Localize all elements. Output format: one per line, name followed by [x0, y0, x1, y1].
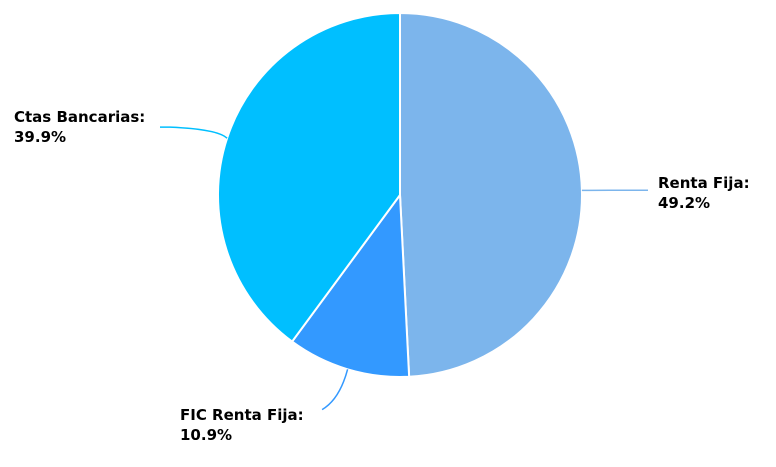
data-label-name-fic-renta-fija: FIC Renta Fija:: [180, 406, 304, 424]
data-label-value-ctas-bancarias: 39.9%: [14, 128, 66, 146]
data-labels: Renta Fija: 49.2% FIC Renta Fija: 10.9% Ctas…: [14, 108, 750, 444]
data-label-value-renta-fija: 49.2%: [658, 194, 710, 212]
data-label-name-renta-fija: Renta Fija:: [658, 174, 750, 192]
data-label-name-ctas-bancarias: Ctas Bancarias:: [14, 108, 145, 126]
connector-fic-renta-fija: [321, 369, 349, 411]
label-connectors: [160, 126, 648, 411]
connector-ctas-bancarias: [160, 126, 228, 139]
data-label-value-fic-renta-fija: 10.9%: [180, 426, 232, 444]
pie-slice-renta-fija[interactable]: [399, 11, 583, 378]
pie-slice-ctas-bancarias[interactable]: [217, 11, 401, 343]
pie-slice-fic-renta-fija[interactable]: [290, 192, 411, 378]
pie-slices: [217, 11, 583, 378]
